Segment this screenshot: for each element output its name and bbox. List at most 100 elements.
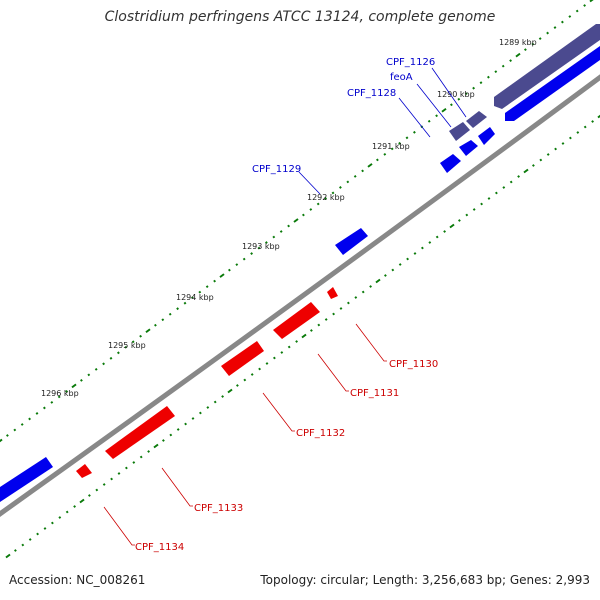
gene-label-cpf-1128[interactable]: CPF_1128 [347,88,396,99]
minor-tick [161,318,165,322]
minor-tick [553,26,557,29]
minor-tick [295,340,298,343]
minor-tick [257,246,261,250]
minor-tick [43,527,47,530]
minor-tick [428,241,432,244]
minor-tick [102,362,105,366]
genome-summary-text: Topology: circular; Length: 3,256,683 bp… [260,573,590,587]
gene-label-cpf-1126[interactable]: CPF_1126 [386,57,435,68]
leader-line [398,97,431,138]
minor-tick [236,384,239,387]
minor-tick [132,461,136,464]
major-tick [441,107,447,113]
minor-tick [413,130,416,134]
accession-text: Accession: NC_008261 [9,573,146,587]
minor-tick [398,141,401,145]
reverse-gene-cpf-1133[interactable] [105,406,175,459]
minor-tick [339,186,342,189]
tick-label: 1290 kbp [437,90,475,99]
minor-tick [131,340,135,344]
minor-tick [413,252,417,255]
minor-tick [443,230,446,233]
minor-tick [339,307,343,310]
minor-tick [353,175,357,178]
major-tick [515,52,521,58]
minor-tick [94,367,98,371]
minor-tick [57,395,61,399]
minor-tick [331,191,335,195]
minor-tick [43,406,46,410]
forward-gene-cpf-1129[interactable] [335,228,368,255]
leader-line [317,353,349,392]
reverse-gene-cpf-1132[interactable] [221,341,264,376]
major-tick [0,438,3,443]
gene-label-cpf-1134[interactable]: CPF_1134 [135,542,184,553]
minor-tick [561,20,564,24]
minor-tick [361,169,364,173]
tick-label: 1294 kbp [176,293,214,302]
minor-tick [265,241,268,244]
minor-tick [546,153,550,156]
reverse-gene-cpf-1130[interactable] [327,287,338,299]
major-tick [79,498,85,504]
minor-tick [421,246,424,250]
leader-line [431,67,467,118]
reverse-gene-cpf-1134[interactable] [76,464,92,478]
minor-tick [501,64,505,68]
forward-gene-bar[interactable] [505,46,600,121]
minor-tick [347,301,350,305]
operon-feature-feoa[interactable] [449,122,470,141]
minor-tick [427,119,431,123]
minor-tick [191,417,195,420]
gene-label-cpf-1129[interactable]: CPF_1129 [252,164,301,175]
minor-tick [242,257,246,261]
minor-tick [487,197,491,200]
reverse-gene-cpf-1131[interactable] [273,302,320,339]
minor-tick [176,428,180,431]
operon-feature-cpf-1126[interactable] [466,111,487,128]
minor-tick [435,235,439,239]
gene-label-cpf-1130[interactable]: CPF_1130 [389,359,438,370]
forward-gene-cpf-1128[interactable] [440,154,461,173]
minor-tick [450,103,453,107]
leader-line [416,83,452,128]
forward-gene-feoa[interactable] [459,140,478,156]
major-tick [5,553,11,559]
tick-label: 1295 kbp [108,341,146,350]
minor-tick [546,31,549,35]
operon-feature-bar[interactable] [494,24,600,109]
gene-label-cpf-1133[interactable]: CPF_1133 [194,503,243,514]
forward-gene-cpf-1126[interactable] [478,127,495,145]
minor-tick [139,455,143,459]
minor-tick [206,406,210,409]
inner-tick-ring [5,114,600,559]
minor-tick [58,516,62,519]
minor-tick [20,423,24,426]
minor-tick [361,290,365,294]
minor-tick [272,235,276,239]
minor-tick [176,307,179,311]
gene-label-feoa[interactable]: feoA [390,72,413,83]
gene-label-cpf-1132[interactable]: CPF_1132 [296,428,345,439]
forward-gene-left-edge[interactable] [0,457,53,502]
minor-tick [376,158,379,162]
major-tick [227,388,233,394]
forward-feature-group [0,24,600,502]
leader-line [262,392,295,432]
minor-tick [575,9,579,13]
minor-tick [472,86,475,90]
minor-tick [324,197,327,200]
minor-tick [243,378,247,382]
tick-label: 1293 kbp [242,242,280,251]
minor-tick [405,136,409,140]
minor-tick [524,48,527,52]
minor-tick [309,208,313,211]
minor-tick [21,543,25,547]
minor-tick [88,494,91,497]
gene-label-cpf-1131[interactable]: CPF_1131 [350,388,399,399]
minor-tick [310,329,313,332]
leader-line [161,467,193,507]
minor-tick [316,202,320,206]
minor-tick [28,538,32,541]
